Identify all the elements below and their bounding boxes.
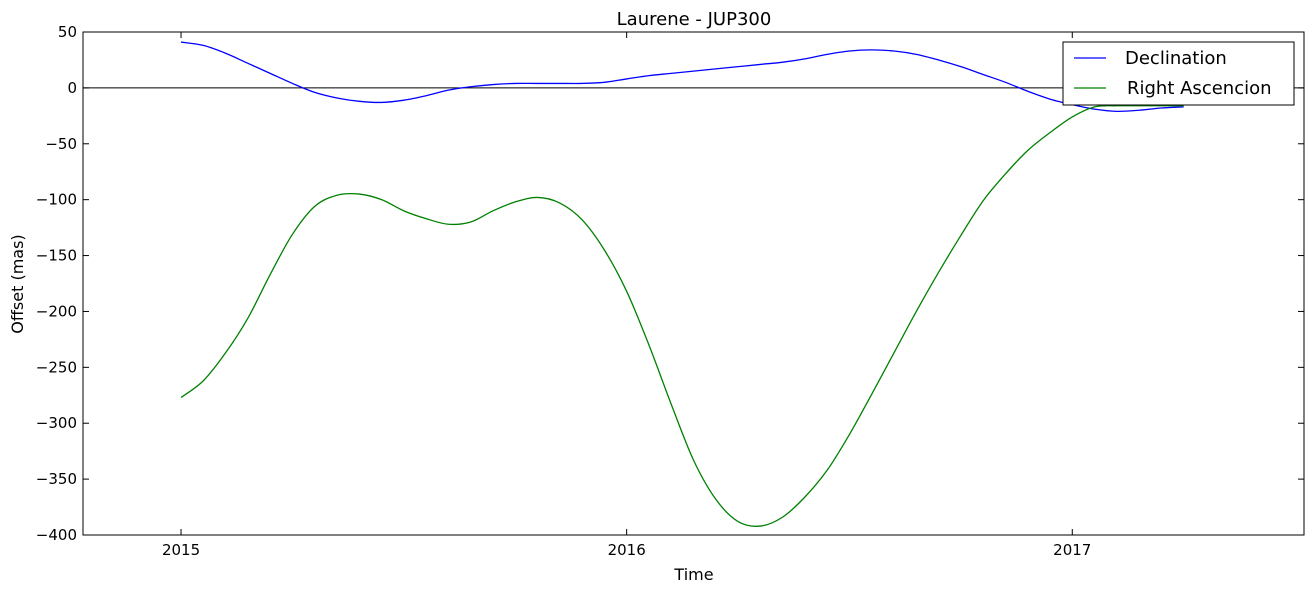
y-tick-label: −150 xyxy=(36,247,77,265)
plot-area xyxy=(82,31,1305,536)
legend-label-declination: Declination xyxy=(1125,48,1227,69)
legend: Declination Right Ascencion xyxy=(1062,41,1295,106)
y-axis-label: Offset (mas) xyxy=(8,234,27,333)
y-tick-label: −100 xyxy=(36,191,77,209)
x-tick-label: 2016 xyxy=(608,541,646,559)
series-layer xyxy=(180,41,1184,527)
y-tick-label: −250 xyxy=(36,358,77,376)
x-axis-label: Time xyxy=(673,565,713,584)
legend-box xyxy=(1062,41,1295,106)
y-axis-ticks: 50 0 −50 −100 −150 −200 −250 −300 −350 −400 xyxy=(36,23,1304,544)
y-tick-label: −50 xyxy=(45,135,77,153)
y-tick-label: 0 xyxy=(67,79,77,97)
y-tick-label: 50 xyxy=(58,23,77,41)
x-axis-ticks: 2015 2016 2017 xyxy=(162,32,1091,559)
y-tick-label: −200 xyxy=(36,302,77,320)
y-tick-label: −350 xyxy=(36,470,77,488)
y-tick-label: −400 xyxy=(36,526,77,544)
series-line-declination xyxy=(180,41,1184,113)
y-tick-label: −300 xyxy=(36,414,77,432)
x-tick-label: 2015 xyxy=(162,541,200,559)
chart-title: Laurene - JUP300 xyxy=(617,9,772,30)
series-line-right-ascencion xyxy=(180,105,1184,527)
x-tick-label: 2017 xyxy=(1053,541,1091,559)
legend-label-right-ascension: Right Ascencion xyxy=(1127,78,1272,99)
